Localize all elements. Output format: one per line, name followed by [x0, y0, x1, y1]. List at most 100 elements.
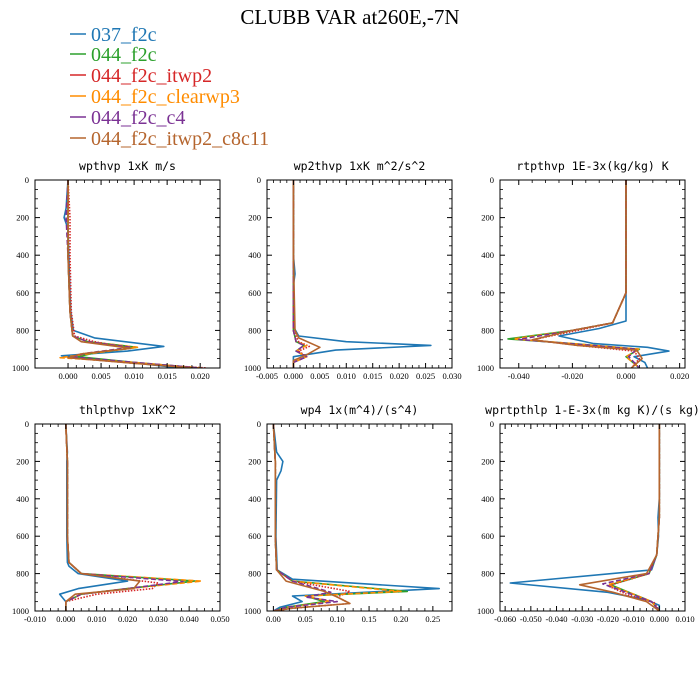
- y-tick-label: 0: [25, 419, 29, 429]
- x-tick-label: 0.020: [390, 371, 409, 381]
- x-tick-label: 0.030: [149, 614, 168, 624]
- series-line: [531, 180, 641, 368]
- x-tick-label: -0.060: [494, 614, 516, 624]
- series-line: [558, 180, 670, 368]
- x-tick-label: 0.020: [118, 614, 137, 624]
- series-line: [292, 180, 321, 368]
- x-tick-label: 0.010: [125, 371, 144, 381]
- y-tick-label: 400: [16, 494, 29, 504]
- series-group: [58, 424, 203, 611]
- x-tick-label: 0.010: [337, 371, 356, 381]
- x-tick-label: 0.020: [191, 371, 210, 381]
- x-tick-label: -0.020: [597, 614, 619, 624]
- series-line: [509, 424, 661, 611]
- x-tick-label: 0.005: [92, 371, 111, 381]
- panel-title: wpthvp 1xK m/s: [79, 159, 176, 173]
- series-line: [58, 424, 129, 611]
- x-tick-label: -0.010: [623, 614, 645, 624]
- y-tick-label: 200: [248, 456, 261, 466]
- legend-label: 044_f2c_itwp2: [91, 65, 212, 87]
- series-group: [272, 424, 441, 611]
- x-tick-label: -0.030: [571, 614, 593, 624]
- series-line: [67, 180, 201, 368]
- y-tick-label: 1000: [477, 363, 494, 373]
- x-tick-label: -0.040: [508, 371, 530, 381]
- legend-label: 044_f2c_c4: [91, 107, 185, 129]
- legend-item: 037_f2c: [70, 24, 157, 46]
- x-tick-label: 0.10: [330, 614, 345, 624]
- legend-item: 044_f2c_itwp2_c8c11: [70, 128, 269, 150]
- y-tick-label: 0: [490, 175, 494, 185]
- series-line: [292, 180, 432, 368]
- x-tick-label: 0.000: [284, 371, 303, 381]
- panel-title: wp2thvp 1xK m^2/s^2: [294, 159, 426, 173]
- plot-frame: [34, 423, 221, 612]
- x-tick-label: -0.005: [256, 371, 278, 381]
- x-tick-label: 0.025: [416, 371, 435, 381]
- x-tick-label: 0.000: [616, 371, 635, 381]
- y-tick-label: 1000: [12, 606, 29, 616]
- y-tick-label: 400: [481, 494, 494, 504]
- x-tick-label: -0.040: [546, 614, 568, 624]
- series-line: [272, 424, 441, 611]
- y-tick-label: 0: [257, 175, 261, 185]
- y-tick-label: 1000: [244, 363, 261, 373]
- plot-panel: thlpthvp 1xK^2 0 200 400 600 800 1000-0.010 0.0…: [12, 403, 230, 624]
- y-tick-label: 800: [481, 325, 494, 335]
- series-line: [67, 180, 194, 368]
- plot-panel: wprtpthlp 1-E-3x(m kg K)/(s kg) 0 200 400 60…: [477, 403, 700, 624]
- x-tick-label: 0.010: [87, 614, 106, 624]
- series-line: [67, 180, 207, 368]
- plot-panel: wpthvp 1xK m/s 0 200 400 600 800 1000 0.000 0.00…: [12, 159, 221, 381]
- y-tick-label: 200: [248, 213, 261, 223]
- y-tick-label: 600: [481, 288, 494, 298]
- x-tick-label: 0.05: [298, 614, 313, 624]
- series-line: [578, 424, 661, 611]
- y-tick-label: 400: [248, 494, 261, 504]
- y-tick-label: 400: [16, 250, 29, 260]
- y-tick-label: 0: [257, 419, 261, 429]
- series-line: [65, 424, 141, 611]
- y-tick-label: 600: [16, 531, 29, 541]
- panel-title: wprtpthlp 1-E-3x(m kg K)/(s kg): [485, 403, 700, 417]
- y-tick-label: 600: [248, 288, 261, 298]
- x-tick-label: 0.015: [363, 371, 382, 381]
- x-tick-label: 0.000: [650, 614, 669, 624]
- y-tick-label: 200: [16, 456, 29, 466]
- series-line: [272, 424, 339, 611]
- x-tick-label: 0.15: [362, 614, 377, 624]
- series-group: [292, 180, 432, 368]
- figure-title: CLUBB VAR at260E,-7N: [240, 5, 459, 29]
- panel-title: thlpthvp 1xK^2: [79, 403, 176, 417]
- series-group: [509, 424, 661, 611]
- y-tick-label: 1000: [477, 606, 494, 616]
- x-tick-label: 0.015: [158, 371, 177, 381]
- y-tick-label: 1000: [12, 363, 29, 373]
- legend-label: 037_f2c: [91, 24, 157, 46]
- series-line: [601, 424, 661, 611]
- series-line: [272, 424, 402, 611]
- y-tick-label: 800: [16, 569, 29, 579]
- legend-label: 044_f2c: [91, 44, 157, 66]
- legend-label: 044_f2c_clearwp3: [91, 86, 240, 108]
- x-tick-label: 0.005: [310, 371, 329, 381]
- series-group: [59, 180, 207, 368]
- y-tick-label: 0: [25, 175, 29, 185]
- x-tick-label: 0.00: [266, 614, 281, 624]
- legend-label: 044_f2c_itwp2_c8c11: [91, 128, 269, 150]
- x-tick-label: 0.010: [675, 614, 694, 624]
- panel-title: wp4 1x(m^4)/(s^4): [301, 403, 419, 417]
- x-tick-label: 0.050: [210, 614, 229, 624]
- y-tick-label: 600: [16, 288, 29, 298]
- x-tick-label: 0.040: [180, 614, 199, 624]
- y-tick-label: 800: [481, 569, 494, 579]
- x-tick-label: 0.000: [56, 614, 75, 624]
- y-tick-label: 800: [16, 325, 29, 335]
- legend: 037_f2c 044_f2c 044_f2c_itwp2 044_f2c_cl…: [70, 24, 269, 150]
- legend-item: 044_f2c_c4: [70, 107, 185, 129]
- x-tick-label: 0.25: [425, 614, 440, 624]
- plot-panel: wp2thvp 1xK m^2/s^2 0 200 400 600 800 1000-0.0…: [244, 159, 462, 381]
- series-line: [65, 424, 160, 611]
- x-tick-label: 0.020: [670, 371, 689, 381]
